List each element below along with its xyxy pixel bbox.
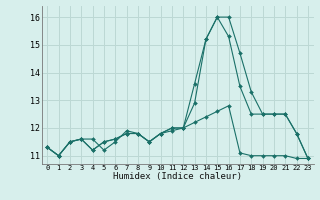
- X-axis label: Humidex (Indice chaleur): Humidex (Indice chaleur): [113, 172, 242, 181]
